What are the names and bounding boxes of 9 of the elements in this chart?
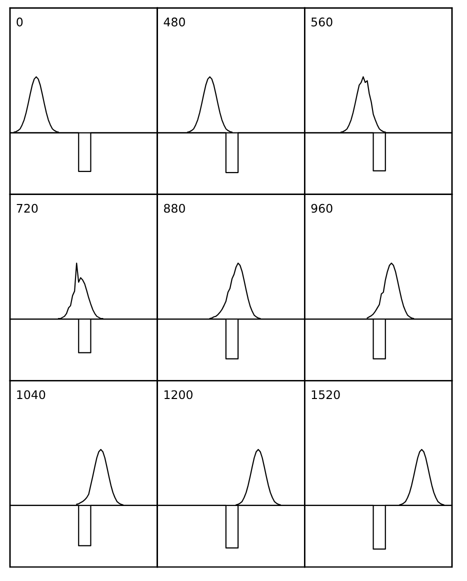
chart-title: 0 [16, 18, 23, 26]
chart-title: 1200 [164, 390, 192, 400]
chart-title: 880 [164, 204, 185, 213]
chart-title: 720 [16, 204, 38, 213]
chart-title: 1040 [17, 390, 46, 400]
chart-title: 480 [164, 18, 185, 26]
chart-title: 960 [311, 204, 332, 213]
chart-title: 1520 [312, 390, 340, 400]
chart-title: 560 [311, 18, 332, 26]
